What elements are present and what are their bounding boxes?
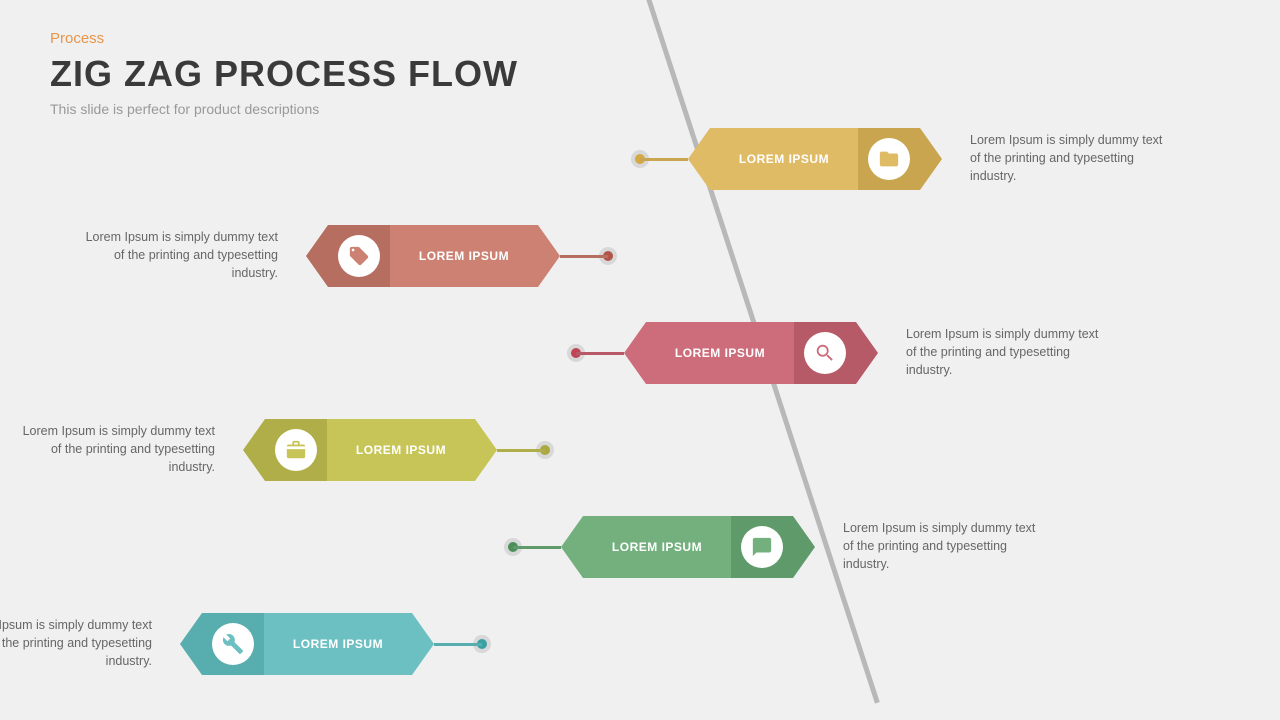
arrow-head (920, 128, 942, 190)
step-icon-block (731, 516, 793, 578)
tag-icon (338, 235, 380, 277)
slide-title: ZIG ZAG PROCESS FLOW (50, 53, 518, 95)
step-icon-block (265, 419, 327, 481)
connector-line (513, 546, 561, 549)
step-icon-block (328, 225, 390, 287)
step-icon-block (202, 613, 264, 675)
connector-line (576, 352, 624, 355)
step-description: Lorem Ipsum is simply dummy text of the … (906, 325, 1111, 379)
step-label: LOREM IPSUM (356, 443, 446, 457)
connector-line (434, 643, 482, 646)
step-description: Lorem Ipsum is simply dummy text of the … (970, 131, 1175, 185)
connector-line (560, 255, 608, 258)
process-step: LOREM IPSUM (180, 613, 434, 675)
step-label: LOREM IPSUM (293, 637, 383, 651)
step-label-block: LOREM IPSUM (264, 613, 412, 675)
process-step: LOREM IPSUM (561, 516, 815, 578)
step-description: Lorem Ipsum is simply dummy text of the … (0, 616, 152, 670)
step-label-block: LOREM IPSUM (583, 516, 731, 578)
step-label: LOREM IPSUM (739, 152, 829, 166)
process-step: LOREM IPSUM (688, 128, 942, 190)
step-label-block: LOREM IPSUM (646, 322, 794, 384)
step-label: LOREM IPSUM (675, 346, 765, 360)
connector-line (640, 158, 688, 161)
step-label: LOREM IPSUM (419, 249, 509, 263)
step-icon-block (794, 322, 856, 384)
arrow-tail (538, 225, 560, 287)
process-step: LOREM IPSUM (243, 419, 497, 481)
category-label: Process (50, 30, 518, 47)
arrow-head (180, 613, 202, 675)
arrow-tail (561, 516, 583, 578)
arrow-tail (475, 419, 497, 481)
step-description: Lorem Ipsum is simply dummy text of the … (73, 228, 278, 282)
slide-subtitle: This slide is perfect for product descri… (50, 101, 518, 117)
step-label: LOREM IPSUM (612, 540, 702, 554)
step-label-block: LOREM IPSUM (390, 225, 538, 287)
chat-icon (741, 526, 783, 568)
step-label-block: LOREM IPSUM (327, 419, 475, 481)
step-label-block: LOREM IPSUM (710, 128, 858, 190)
process-step: LOREM IPSUM (306, 225, 560, 287)
process-step: LOREM IPSUM (624, 322, 878, 384)
step-description: Lorem Ipsum is simply dummy text of the … (843, 519, 1048, 573)
arrow-head (793, 516, 815, 578)
arrow-tail (624, 322, 646, 384)
arrow-head (243, 419, 265, 481)
briefcase-icon (275, 429, 317, 471)
arrow-tail (688, 128, 710, 190)
arrow-tail (412, 613, 434, 675)
arrow-head (856, 322, 878, 384)
step-description: Lorem Ipsum is simply dummy text of the … (10, 422, 215, 476)
arrow-head (306, 225, 328, 287)
folder-icon (868, 138, 910, 180)
search-icon (804, 332, 846, 374)
slide-header: Process ZIG ZAG PROCESS FLOW This slide … (50, 30, 518, 117)
connector-line (497, 449, 545, 452)
step-icon-block (858, 128, 920, 190)
tools-icon (212, 623, 254, 665)
